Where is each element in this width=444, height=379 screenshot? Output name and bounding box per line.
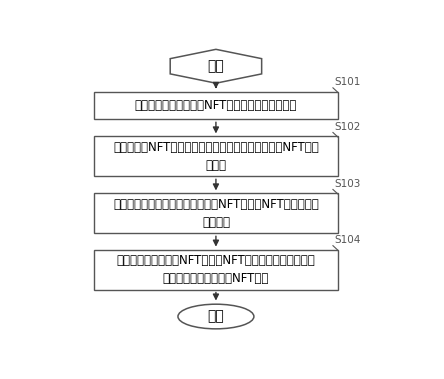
Text: 利用定性映射模型，将每个待评测NFT与现有NFT的相似程度
进行判别: 利用定性映射模型，将每个待评测NFT与现有NFT的相似程度 进行判别 <box>113 198 319 229</box>
Text: 开始: 开始 <box>207 59 224 73</box>
Text: S101: S101 <box>334 77 361 87</box>
Text: 当判别结果为待评测NFT与现有NFT的相似度未超过预设值
时，允许相应的待评测NFT生成: 当判别结果为待评测NFT与现有NFT的相似度未超过预设值 时，允许相应的待评测N… <box>116 254 315 285</box>
Text: 结束: 结束 <box>207 310 224 324</box>
Polygon shape <box>170 49 262 83</box>
FancyBboxPatch shape <box>94 193 338 233</box>
Text: S102: S102 <box>334 122 361 132</box>
FancyBboxPatch shape <box>94 92 338 119</box>
FancyBboxPatch shape <box>94 249 338 290</box>
Text: S103: S103 <box>334 179 361 189</box>
Text: 获取用户创作的待评测NFT的属性名称及其属性值: 获取用户创作的待评测NFT的属性名称及其属性值 <box>135 99 297 112</box>
Text: 根据待评测NFT的属性名称及其属性值，建立待评测NFT的属
性矩阵: 根据待评测NFT的属性名称及其属性值，建立待评测NFT的属 性矩阵 <box>113 141 319 172</box>
Text: S104: S104 <box>334 235 361 245</box>
FancyBboxPatch shape <box>94 136 338 176</box>
Ellipse shape <box>178 304 254 329</box>
